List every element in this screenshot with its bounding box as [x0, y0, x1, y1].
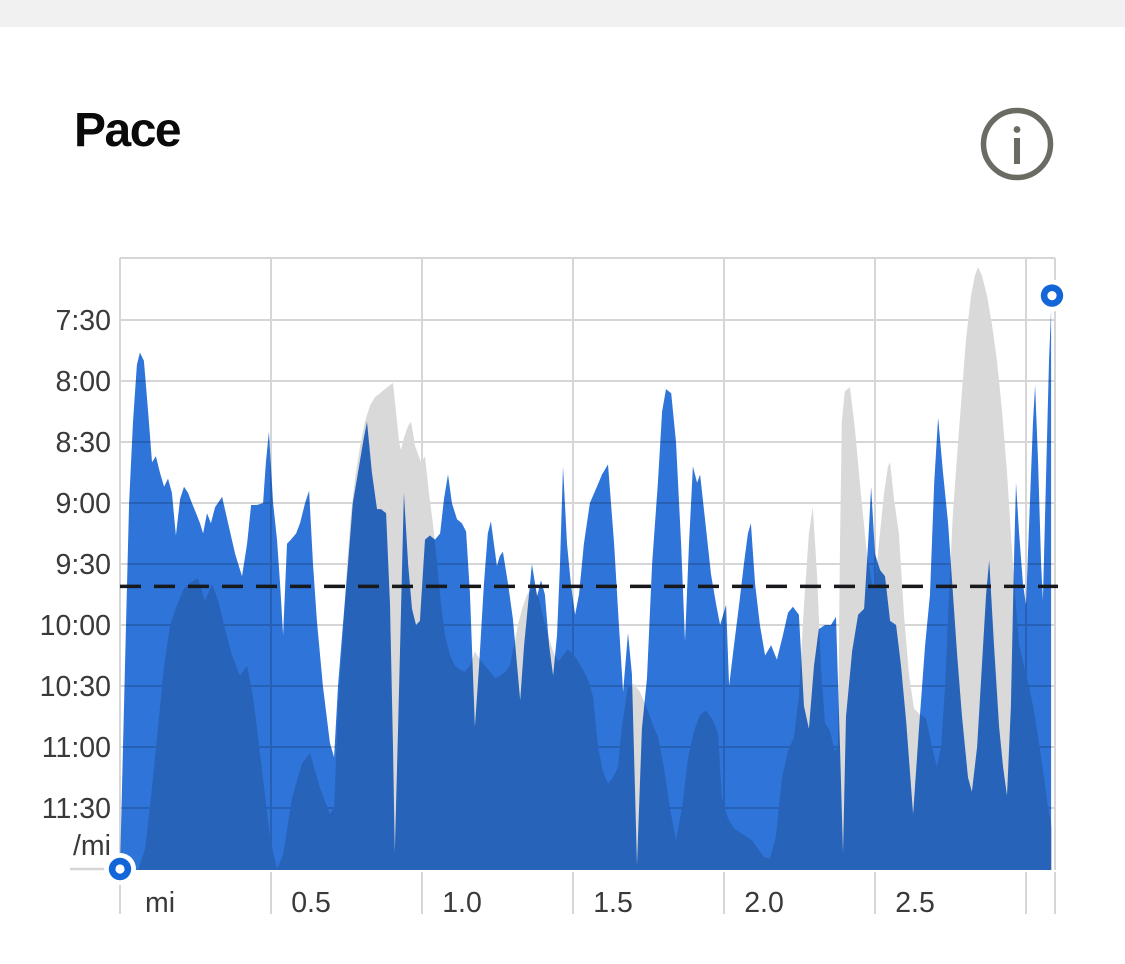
y-tick-label: 7:30: [56, 305, 111, 337]
x-tick-label: 1.5: [593, 887, 633, 919]
x-tick-label: 2.5: [895, 887, 935, 919]
y-tick-label: 8:30: [56, 427, 111, 459]
y-tick-label: 10:30: [40, 671, 111, 703]
x-tick-label: 2.0: [744, 887, 784, 919]
y-tick-label: 9:30: [56, 549, 111, 581]
y-tick-label: 9:00: [56, 488, 111, 520]
x-tick-label: mi: [145, 887, 175, 919]
x-tick-label: 0.5: [291, 887, 331, 919]
y-tick-label: 11:30: [42, 793, 111, 825]
y-axis-unit-label: /mi: [73, 830, 111, 862]
end-marker: [1047, 291, 1057, 301]
start-marker: [115, 864, 125, 874]
status-bar: [0, 0, 1125, 27]
pace-area: [120, 309, 1052, 870]
x-tick-label: 1.0: [442, 887, 482, 919]
info-button[interactable]: [979, 106, 1055, 182]
y-tick-label: 10:00: [40, 610, 111, 642]
y-tick-label: 8:00: [56, 366, 111, 398]
page-title: Pace: [74, 104, 182, 157]
info-circle-icon: [980, 107, 1054, 181]
y-tick-label: 11:00: [42, 732, 111, 764]
